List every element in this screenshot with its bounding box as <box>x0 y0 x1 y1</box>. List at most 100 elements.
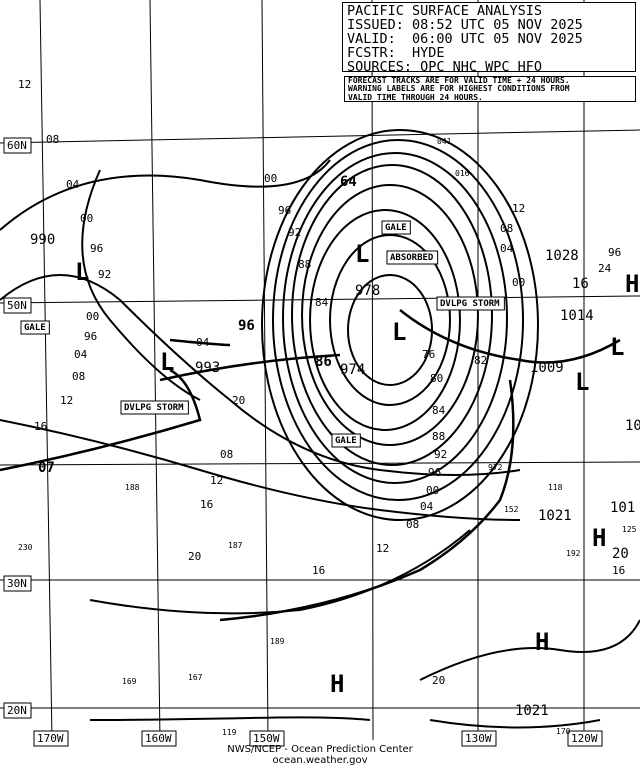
pressure-center-low: L <box>160 348 174 376</box>
forecast-pressure: 86 <box>315 354 332 370</box>
pressure-center-high: H <box>592 524 606 552</box>
isobar-label: 12 <box>376 542 389 555</box>
station-observation: 192 <box>566 549 581 558</box>
isobar-label: 12 <box>512 202 525 215</box>
isobar-label: 00 <box>264 172 277 185</box>
isobar-label: 04 <box>500 242 514 255</box>
isobar-label: 92 <box>98 268 111 281</box>
fronts <box>0 309 621 622</box>
isobar-label: 84 <box>432 404 446 417</box>
isobar-label: 20 <box>432 674 445 687</box>
isobar-label: 04 <box>66 178 80 191</box>
pressure-center-high: H <box>330 670 344 698</box>
station-observation: 167 <box>188 673 203 682</box>
central-pressure: 974 <box>340 362 365 378</box>
isobar-label: 96 <box>428 466 441 479</box>
isobar-label: 96 <box>90 242 103 255</box>
forecast-pressure: 16 <box>572 276 589 292</box>
isobar-label: 96 <box>278 204 291 217</box>
isobar-label: 76 <box>422 348 435 361</box>
isobar-label: 16 <box>312 564 325 577</box>
lat-lon-grid <box>0 0 640 741</box>
station-observation: 187 <box>228 541 243 550</box>
warning-label-box <box>20 320 50 335</box>
isobar-label: 16 <box>34 420 47 433</box>
longitude-label: 150W <box>253 732 280 745</box>
central-pressure: 993 <box>195 360 220 376</box>
central-pressure: 1009 <box>530 360 564 376</box>
note-line: FORECAST TRACKS ARE FOR VALID TIME + 24 … <box>348 76 570 85</box>
map-title: PACIFIC SURFACE ANALYSIS <box>347 3 543 19</box>
isobar-label: 12 <box>18 78 31 91</box>
warning-label-box <box>331 433 361 448</box>
isobar-label: 08 <box>220 448 233 461</box>
forecast-note: FORECAST TRACKS ARE FOR VALID TIME + 24 … <box>344 76 636 102</box>
pressure-center-low: L <box>392 318 406 346</box>
pressure-center-low: L <box>75 258 89 286</box>
isobar-label: 96 <box>608 246 621 259</box>
isobar-label: 00 <box>426 484 439 497</box>
longitude-label: 120W <box>571 732 598 745</box>
station-observation: 188 <box>125 483 140 492</box>
isobar-label: 04 <box>74 348 88 361</box>
map-labels: 60N 50N 30N 20N 170W 160W 150W 130W 120W L 990 L 993… <box>3 78 640 747</box>
isobar-label: 92 <box>434 448 447 461</box>
station-observation: 152 <box>504 505 519 514</box>
note-line: WARNING LABELS ARE FOR HIGHEST CONDITION… <box>348 84 570 94</box>
isobar-label: 84 <box>315 296 329 309</box>
sources: SOURCES: OPC NHC WPC HFO <box>347 59 543 75</box>
longitude-label-box <box>461 730 497 747</box>
station-observation: 016 <box>455 169 470 178</box>
longitude-label: 170W <box>37 732 64 745</box>
isobar-label: 24 <box>598 262 612 275</box>
latitude-label: 30N <box>7 577 27 590</box>
footer-url[interactable]: ocean.weather.gov <box>272 755 368 766</box>
isobar-label: 04 <box>196 336 210 349</box>
issued-time: ISSUED: 08:52 UTC 05 NOV 2025 <box>347 17 583 33</box>
isobar-label: 08 <box>406 518 419 531</box>
warning-label-box <box>386 250 439 265</box>
pressure-center-high: H <box>535 628 549 656</box>
forecast-pressure: 96 <box>238 318 255 334</box>
footer-credit: NWS/NCEP - Ocean Prediction Center <box>227 744 413 755</box>
warning-label-box <box>120 400 189 415</box>
latitude-label-box <box>3 702 32 719</box>
warning-label: GALE <box>385 223 407 233</box>
isobar-label: 00 <box>512 276 525 289</box>
forecast-pressure: 101 <box>610 500 635 516</box>
isobar-label: 08 <box>46 133 59 146</box>
latitude-label: 50N <box>7 299 27 312</box>
latitude-label-box <box>3 575 32 592</box>
isobar-label: 16 <box>612 564 625 577</box>
isobar-label: 20 <box>188 550 201 563</box>
forecast-pressure: 64 <box>340 174 357 190</box>
station-observation: 125 <box>622 525 637 534</box>
station-observation: 230 <box>18 543 33 552</box>
warning-label: GALE <box>335 436 357 446</box>
pressure-center-low: L <box>355 240 369 268</box>
longitude-label-box <box>33 730 69 747</box>
latitude-label: 60N <box>7 139 27 152</box>
isobar-label: 16 <box>200 498 213 511</box>
isobar-label: 00 <box>86 310 99 323</box>
warning-label-box <box>436 296 505 311</box>
station-observation: 119 <box>222 728 237 737</box>
longitude-label-box <box>567 730 603 747</box>
warning-label: GALE <box>24 323 46 333</box>
central-pressure: 990 <box>30 232 55 248</box>
isobar-label: 80 <box>430 372 443 385</box>
isobar-label: 92 <box>288 226 301 239</box>
forecast-pressure: 07 <box>38 460 55 476</box>
central-pressure: 1028 <box>545 248 579 264</box>
isobar-label: 08 <box>72 370 85 383</box>
isobar-label: 12 <box>60 394 73 407</box>
warning-label: ABSORBED <box>390 253 434 263</box>
forecaster: FCSTR: HYDE <box>347 45 445 61</box>
isobars <box>0 129 640 729</box>
pressure-center-high: H <box>625 270 639 298</box>
central-pressure: 978 <box>355 283 380 299</box>
station-observation: 041 <box>437 137 452 146</box>
station-observation: 169 <box>122 677 137 686</box>
note-line: VALID TIME THROUGH 24 HOURS. <box>348 92 483 102</box>
